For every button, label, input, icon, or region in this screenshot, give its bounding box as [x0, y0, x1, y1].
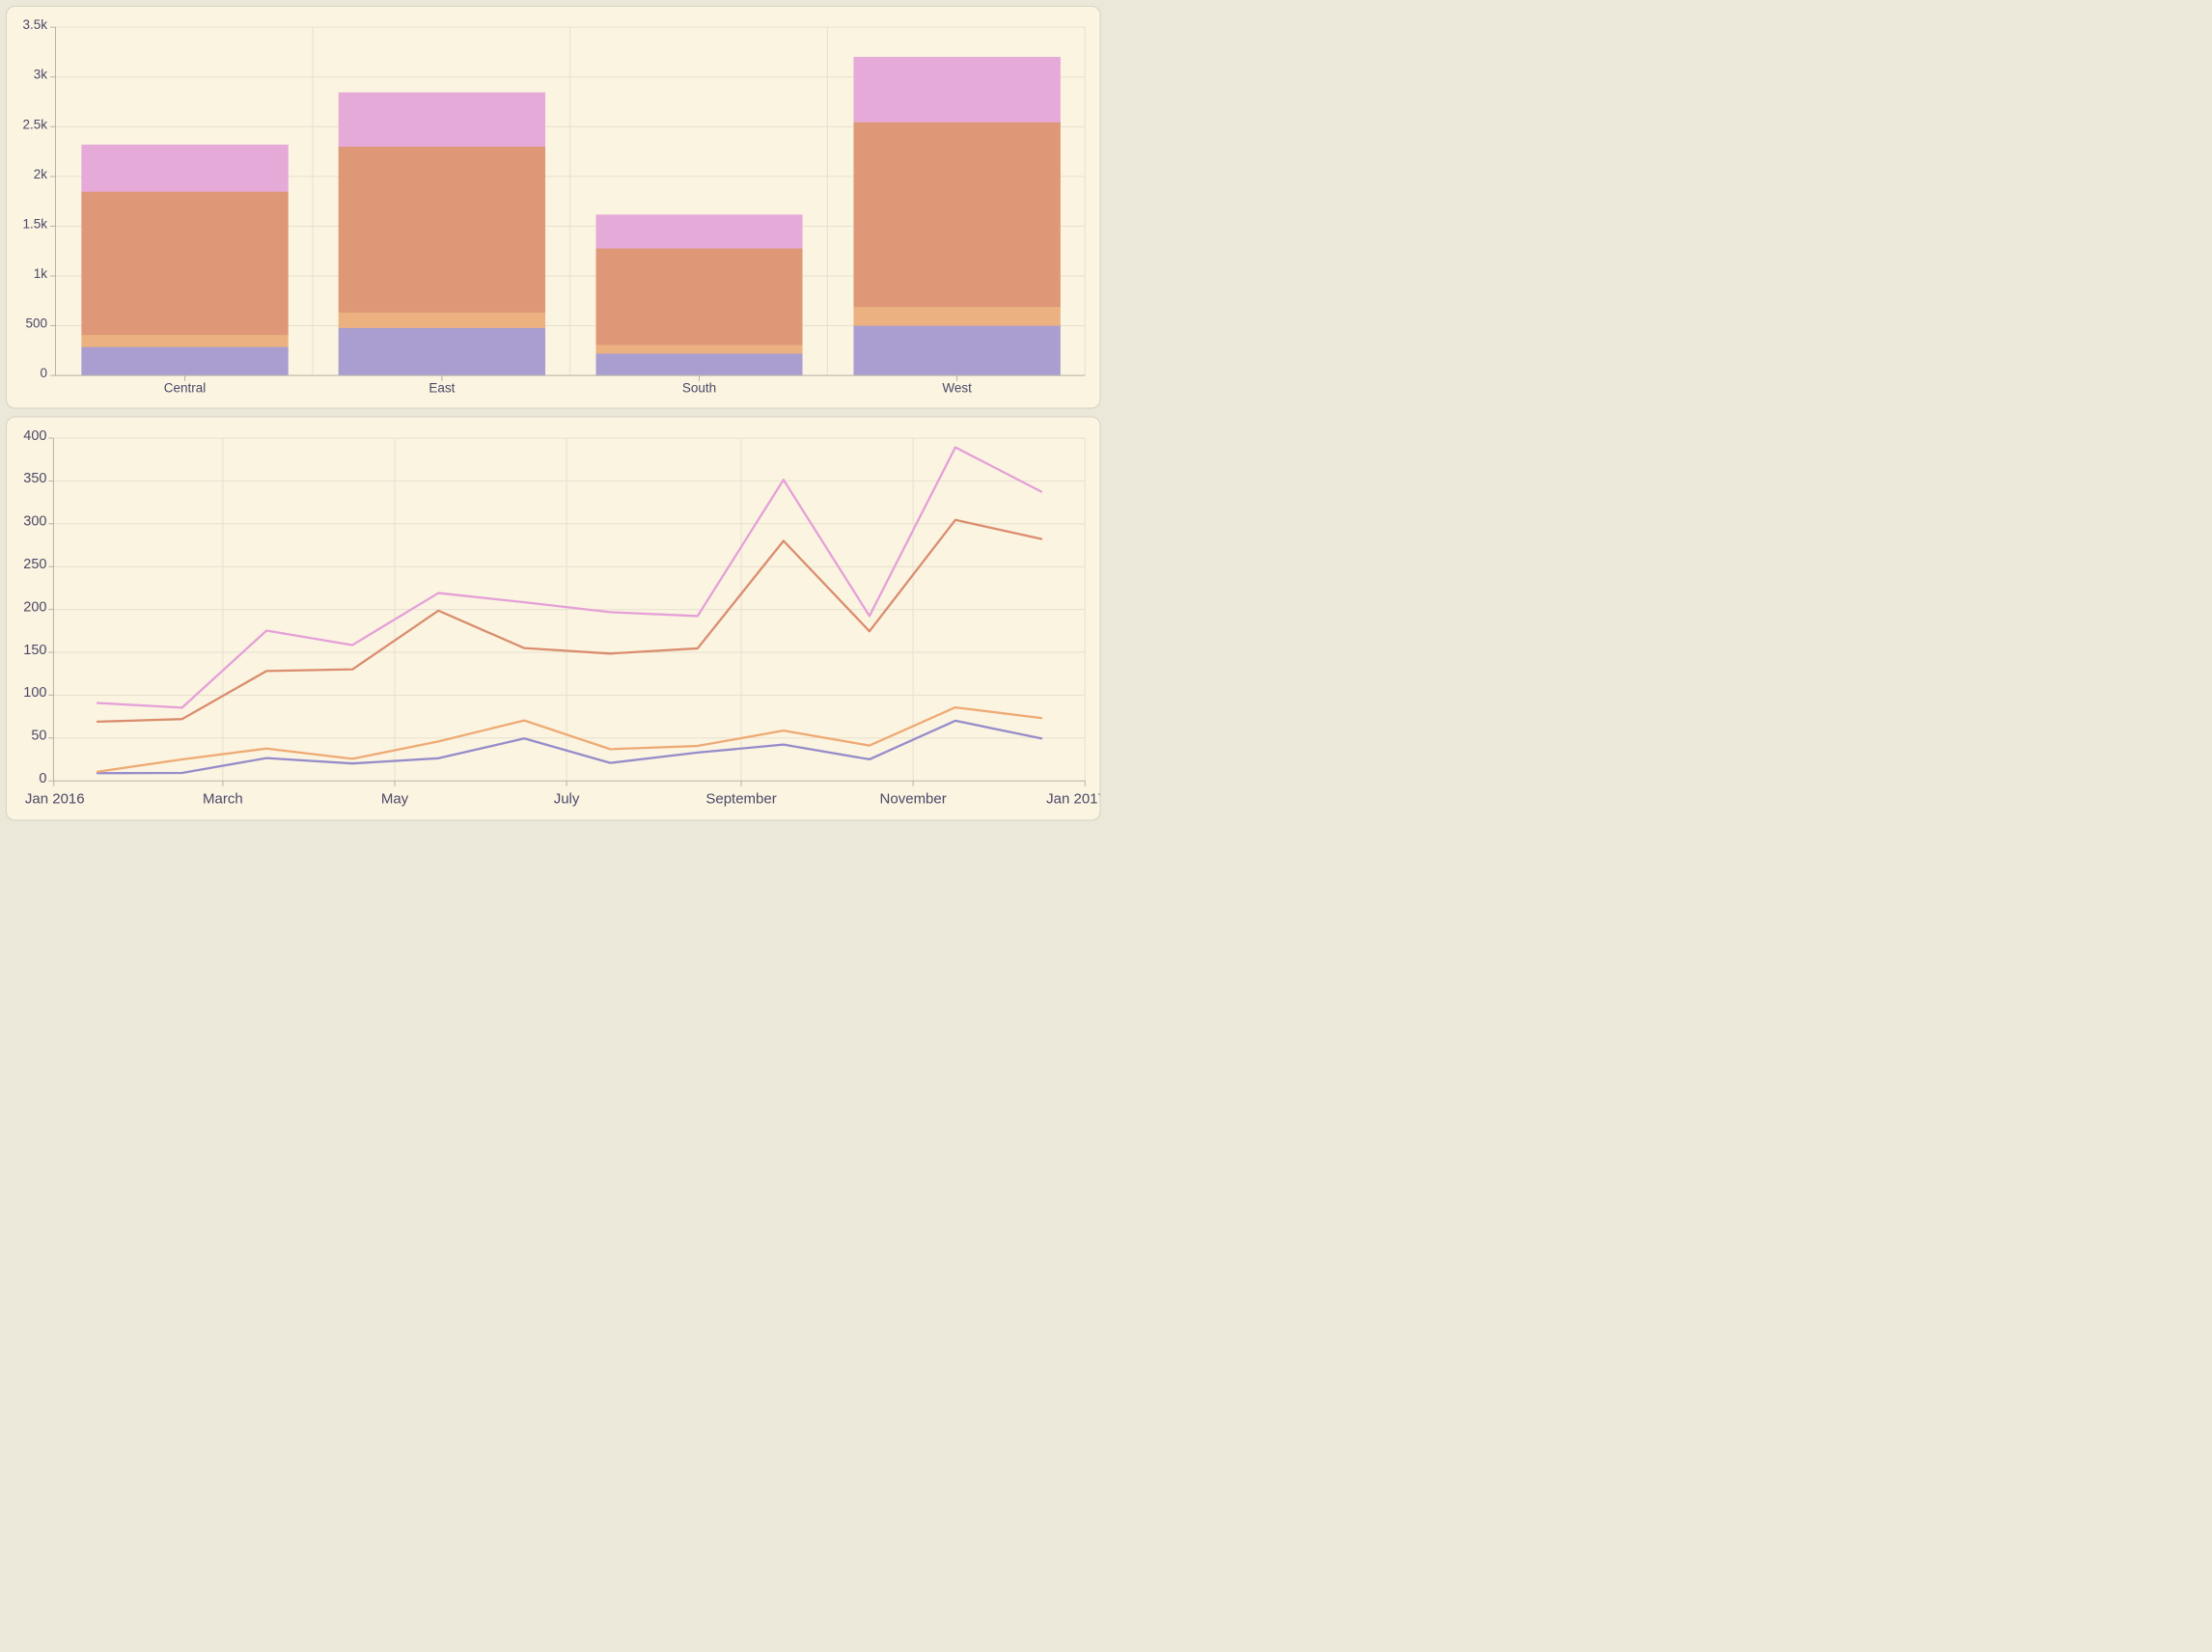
svg-text:3k: 3k: [34, 68, 48, 82]
svg-text:100: 100: [23, 685, 46, 701]
svg-text:500: 500: [25, 317, 47, 331]
svg-text:400: 400: [23, 428, 46, 444]
svg-text:May: May: [381, 791, 409, 808]
svg-text:300: 300: [23, 514, 46, 530]
svg-text:Central: Central: [164, 380, 207, 395]
svg-text:July: July: [554, 791, 580, 808]
svg-text:350: 350: [23, 471, 46, 486]
svg-text:0: 0: [39, 771, 46, 786]
svg-text:Jan 2017: Jan 2017: [1046, 791, 1106, 808]
svg-text:West: West: [942, 380, 972, 395]
svg-text:50: 50: [31, 729, 46, 744]
svg-text:Jan 2016: Jan 2016: [25, 791, 85, 808]
svg-text:1.5k: 1.5k: [22, 216, 47, 231]
svg-text:March: March: [203, 791, 243, 808]
svg-text:2.5k: 2.5k: [22, 117, 47, 131]
svg-text:November: November: [880, 791, 947, 808]
svg-text:East: East: [429, 380, 455, 395]
svg-text:September: September: [705, 791, 776, 808]
svg-text:1k: 1k: [34, 266, 48, 281]
svg-text:250: 250: [23, 557, 46, 572]
svg-text:South: South: [682, 380, 716, 395]
svg-text:200: 200: [23, 599, 46, 615]
svg-text:3.5k: 3.5k: [22, 17, 47, 32]
svg-text:150: 150: [23, 643, 46, 658]
svg-text:2k: 2k: [34, 167, 48, 181]
svg-text:0: 0: [40, 366, 47, 380]
